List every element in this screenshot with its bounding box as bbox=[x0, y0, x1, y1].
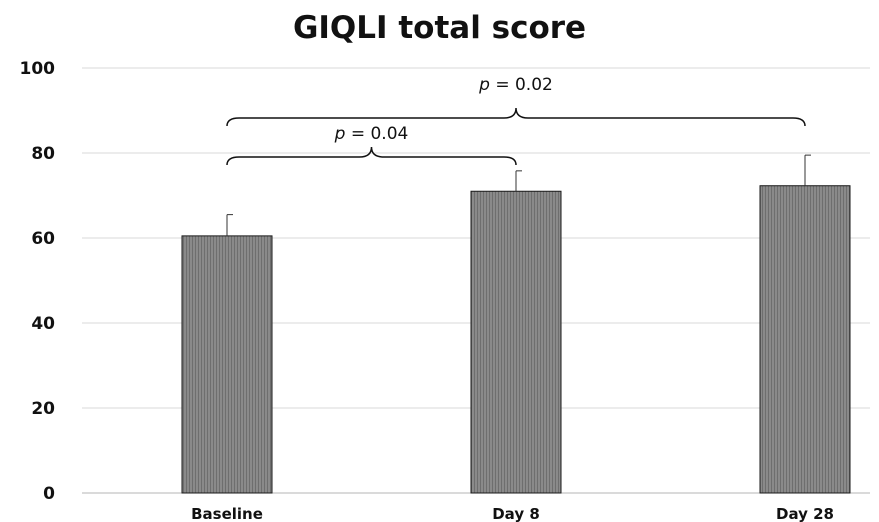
chart-title: GIQLI total score bbox=[292, 10, 587, 46]
x-category-label: Day 28 bbox=[776, 505, 834, 522]
significance-brace bbox=[226, 107, 806, 127]
p-value-label: p = 0.04 bbox=[334, 124, 409, 144]
p-value-label: p = 0.02 bbox=[478, 75, 553, 95]
y-tick-label: 40 bbox=[31, 314, 55, 334]
y-tick-label: 0 bbox=[43, 484, 55, 504]
bar-baseline bbox=[181, 235, 273, 494]
bar-day-28 bbox=[759, 185, 851, 494]
bar-day-8 bbox=[470, 190, 562, 494]
y-tick-label: 100 bbox=[20, 59, 56, 79]
x-category-label: Baseline bbox=[191, 505, 263, 522]
y-tick-label: 80 bbox=[31, 144, 55, 164]
x-category-label: Day 8 bbox=[492, 505, 540, 522]
significance-brace bbox=[226, 146, 517, 166]
y-tick-label: 20 bbox=[31, 399, 55, 419]
y-tick-label: 60 bbox=[31, 229, 55, 249]
